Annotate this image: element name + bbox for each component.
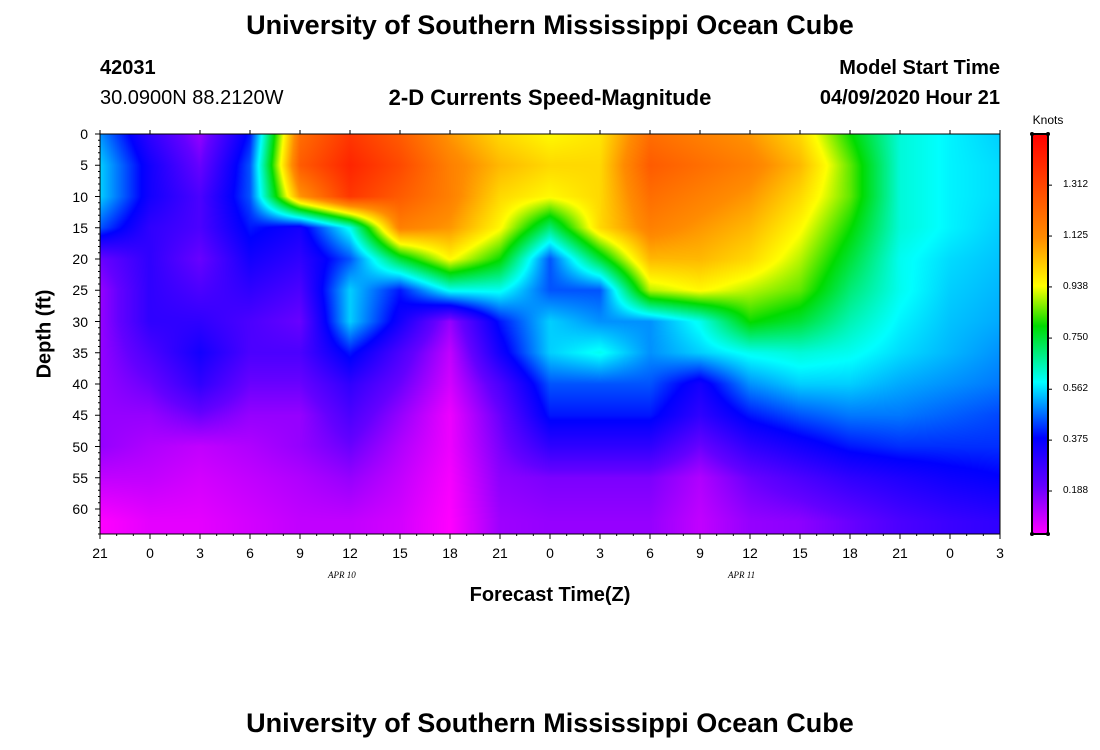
colorbar-corner	[1046, 132, 1050, 136]
colorbar-label: Knots	[1032, 113, 1064, 127]
colorbar-tick-label: 0.375	[1063, 434, 1089, 446]
y-tick-label: 35	[72, 344, 88, 361]
x-tick-label: 9	[296, 545, 304, 561]
x-tick-label: 6	[646, 545, 654, 561]
heatmap-chart	[95, 130, 1052, 539]
x-tick-label: 21	[492, 545, 508, 561]
colorbar	[1031, 133, 1049, 535]
x-tick-label: 18	[442, 545, 458, 561]
colorbar-tick-label: 1.312	[1063, 179, 1089, 191]
y-tick-label: 20	[72, 251, 88, 267]
x-tick-label: 6	[246, 545, 254, 561]
x-tick-label: 15	[792, 545, 808, 561]
x-tick-label: 18	[842, 545, 858, 561]
model-start-time: 04/09/2020 Hour 21	[819, 87, 1000, 109]
date-label: APR 10	[328, 570, 356, 580]
chart-title: 2-D Currents Speed-Magnitude	[388, 85, 712, 110]
y-tick-label: 55	[72, 469, 88, 486]
x-tick-label: 15	[392, 545, 408, 561]
colorbar-tick-label: 1.125	[1063, 230, 1089, 242]
y-tick-label: 15	[72, 219, 88, 236]
x-tick-label: 0	[946, 545, 954, 561]
y-axis-label: Depth (ft)	[33, 289, 56, 379]
y-tick-label: 50	[72, 438, 88, 455]
date-label: APR 11	[728, 570, 756, 580]
x-axis-label: Forecast Time(Z)	[469, 584, 631, 606]
y-tick-label: 30	[72, 313, 88, 330]
x-tick-label: 0	[546, 545, 554, 561]
y-tick-label: 5	[80, 157, 88, 174]
model-start-label: Model Start Time	[839, 57, 1000, 79]
x-tick-label: 9	[696, 545, 704, 561]
colorbar-corner	[1030, 532, 1034, 536]
plot-frame	[99, 133, 1001, 535]
colorbar-tick-label: 0.938	[1063, 280, 1089, 292]
y-tick-label: 40	[72, 376, 88, 392]
y-tick-label: 25	[72, 282, 88, 299]
colorbar-corner	[1030, 132, 1034, 136]
footer-title: University of Southern Mississippi Ocean…	[246, 708, 854, 738]
heatmap-plot-area	[100, 134, 1000, 534]
page-title: University of Southern Mississippi Ocean…	[246, 10, 854, 40]
x-tick-label: 3	[996, 545, 1004, 561]
x-tick-label: 3	[596, 545, 604, 561]
station-coords: 30.0900N 88.2120W	[100, 87, 284, 109]
colorbar-tick-label: 0.562	[1063, 383, 1089, 395]
station-id: 42031	[100, 57, 156, 79]
x-tick-label: 0	[146, 545, 154, 561]
colorbar-corner	[1046, 532, 1050, 536]
x-tick-label: 21	[92, 545, 108, 561]
y-tick-label: 60	[72, 501, 88, 517]
colorbar-tick-label: 0.750	[1063, 332, 1089, 344]
x-tick-label: 21	[892, 545, 908, 561]
y-tick-label: 45	[72, 407, 88, 424]
x-tick-label: 12	[742, 545, 758, 561]
y-tick-label: 0	[80, 126, 88, 142]
y-tick-label: 10	[72, 188, 88, 205]
x-tick-label: 3	[196, 545, 204, 561]
colorbar-tick-label: 0.188	[1063, 485, 1089, 496]
x-tick-label: 12	[342, 545, 358, 561]
